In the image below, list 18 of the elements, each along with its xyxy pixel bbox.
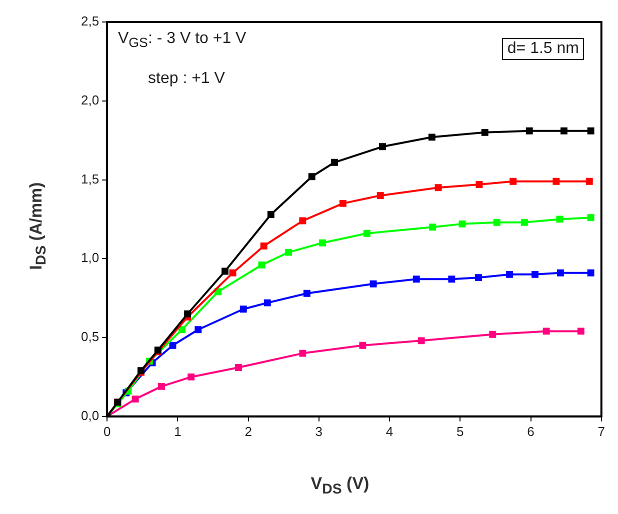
x-axis-title: V$_{DS}$ (V) (310, 474, 370, 497)
annotation: d= 1.5 nm (502, 38, 584, 60)
annotation: step : +1 V (148, 70, 225, 88)
y-tick-label: 1,0 (80, 250, 100, 266)
annotation: V$_{GS}$: - 3 V to +1 V (118, 30, 246, 50)
x-tick-label: 5 (456, 424, 464, 439)
y-tick-label: 0,5 (80, 329, 100, 344)
y-tick-label: 0,0 (80, 408, 100, 423)
y-tick-label: 1,5 (80, 171, 100, 186)
x-tick-label: 0 (103, 424, 111, 439)
y-tick-label: 2,0 (80, 92, 100, 108)
x-tick-label: 4 (386, 424, 394, 439)
y-tick-label: 2,5 (80, 14, 100, 29)
x-tick-label: 3 (315, 424, 323, 439)
x-tick-label: 6 (527, 424, 534, 439)
x-tick-label: 1 (174, 424, 182, 439)
x-tick-label: 2 (244, 424, 252, 439)
x-tick-label: 7 (598, 424, 605, 439)
